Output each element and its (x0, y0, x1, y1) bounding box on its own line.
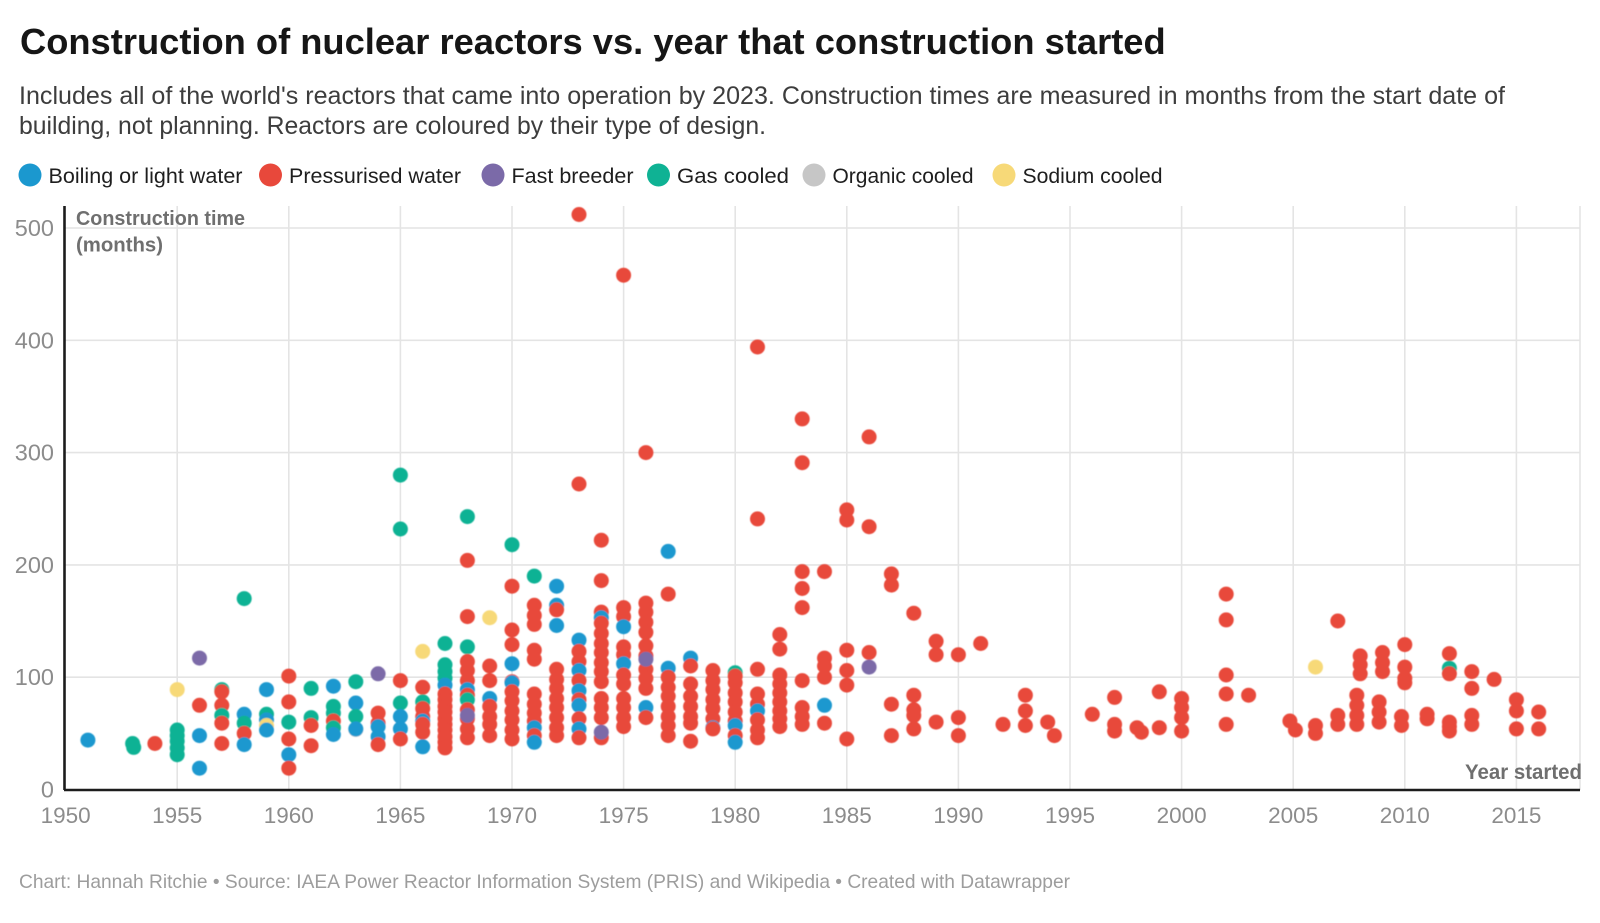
svg-text:Gas cooled: Gas cooled (677, 164, 789, 188)
svg-text:Construction time: Construction time (76, 207, 245, 230)
svg-text:Construction of nuclear reacto: Construction of nuclear reactors vs. yea… (20, 21, 1166, 62)
svg-text:building, not planning. Reacto: building, not planning. Reactors are col… (19, 112, 766, 140)
svg-text:0: 0 (41, 777, 54, 803)
svg-text:200: 200 (15, 552, 54, 578)
svg-text:1990: 1990 (933, 803, 983, 828)
svg-text:1965: 1965 (375, 803, 425, 828)
svg-text:Fast breeder: Fast breeder (512, 164, 634, 188)
svg-text:Year started: Year started (1465, 761, 1582, 784)
svg-text:Includes all of the world's re: Includes all of the world's reactors tha… (19, 82, 1505, 110)
svg-text:Chart: Hannah Ritchie • Source: Chart: Hannah Ritchie • Source: IAEA Pow… (19, 872, 1071, 893)
svg-text:1975: 1975 (599, 803, 649, 828)
svg-text:500: 500 (15, 215, 54, 241)
svg-text:Organic cooled: Organic cooled (833, 164, 974, 188)
svg-text:2015: 2015 (1491, 803, 1541, 828)
svg-text:Pressurised water: Pressurised water (289, 164, 461, 188)
svg-text:1995: 1995 (1045, 803, 1095, 828)
svg-text:1980: 1980 (710, 803, 760, 828)
svg-text:1985: 1985 (822, 803, 872, 828)
svg-text:2000: 2000 (1157, 803, 1207, 828)
svg-text:2005: 2005 (1268, 803, 1318, 828)
svg-text:1950: 1950 (41, 803, 91, 828)
svg-text:400: 400 (15, 327, 54, 353)
svg-text:(months): (months) (76, 234, 163, 257)
svg-text:100: 100 (15, 664, 54, 690)
svg-text:Sodium cooled: Sodium cooled (1023, 164, 1163, 188)
svg-text:1955: 1955 (152, 803, 202, 828)
svg-text:Boiling or light water: Boiling or light water (49, 164, 243, 188)
svg-text:1960: 1960 (264, 803, 314, 828)
svg-text:1970: 1970 (487, 803, 537, 828)
svg-text:300: 300 (15, 440, 54, 466)
svg-text:2010: 2010 (1380, 803, 1430, 828)
